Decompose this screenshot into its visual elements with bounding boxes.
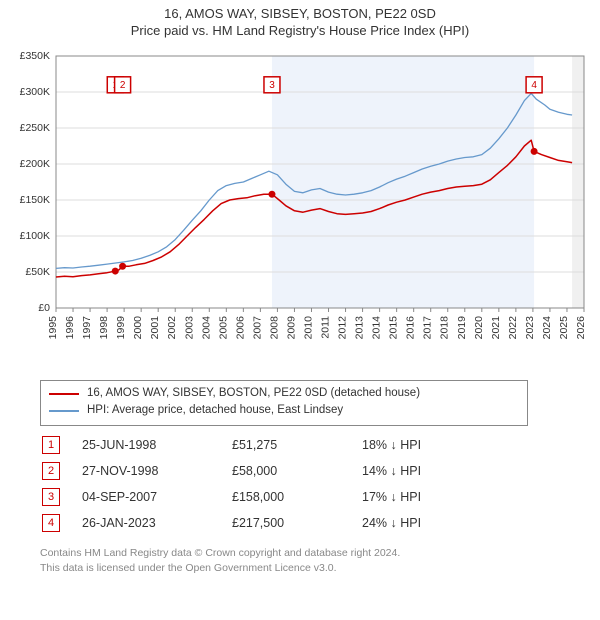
sale-marker-icon: 2 xyxy=(42,462,60,480)
sale-marker-icon: 3 xyxy=(42,488,60,506)
svg-text:2005: 2005 xyxy=(217,316,229,340)
svg-text:£250K: £250K xyxy=(20,122,50,134)
svg-text:2011: 2011 xyxy=(320,316,332,339)
title-address: 16, AMOS WAY, SIBSEY, BOSTON, PE22 0SD xyxy=(0,6,600,21)
svg-text:2021: 2021 xyxy=(490,316,502,340)
svg-text:2012: 2012 xyxy=(337,316,349,340)
legend-label: HPI: Average price, detached house, East… xyxy=(87,402,343,419)
legend-swatch xyxy=(49,393,79,395)
svg-text:2020: 2020 xyxy=(473,316,485,340)
svg-text:2015: 2015 xyxy=(388,316,400,340)
svg-text:2026: 2026 xyxy=(575,316,587,340)
svg-text:2007: 2007 xyxy=(251,316,263,340)
sale-price: £217,500 xyxy=(232,516,362,530)
footer-line: This data is licensed under the Open Gov… xyxy=(40,561,560,576)
svg-text:2001: 2001 xyxy=(149,316,161,340)
sale-delta: 14% ↓ HPI xyxy=(362,464,472,478)
sale-date: 26-JAN-2023 xyxy=(82,516,232,530)
footer-line: Contains HM Land Registry data © Crown c… xyxy=(40,546,560,561)
svg-text:2006: 2006 xyxy=(234,316,246,340)
svg-text:1996: 1996 xyxy=(64,316,76,340)
svg-text:2000: 2000 xyxy=(132,316,144,340)
svg-text:2: 2 xyxy=(120,80,126,91)
legend: 16, AMOS WAY, SIBSEY, BOSTON, PE22 0SD (… xyxy=(40,380,528,426)
title-subtitle: Price paid vs. HM Land Registry's House … xyxy=(0,23,600,38)
svg-text:£150K: £150K xyxy=(20,194,50,206)
svg-text:2017: 2017 xyxy=(422,316,434,340)
legend-swatch xyxy=(49,410,79,412)
svg-text:1998: 1998 xyxy=(98,316,110,340)
sale-delta: 24% ↓ HPI xyxy=(362,516,472,530)
sale-price: £158,000 xyxy=(232,490,362,504)
svg-text:£300K: £300K xyxy=(20,86,50,98)
svg-text:£350K: £350K xyxy=(20,50,50,62)
sale-delta: 18% ↓ HPI xyxy=(362,438,472,452)
svg-text:1997: 1997 xyxy=(81,316,93,340)
svg-text:1999: 1999 xyxy=(115,316,127,340)
attribution-footer: Contains HM Land Registry data © Crown c… xyxy=(40,546,560,575)
legend-item-price-paid: 16, AMOS WAY, SIBSEY, BOSTON, PE22 0SD (… xyxy=(49,385,519,402)
sale-date: 04-SEP-2007 xyxy=(82,490,232,504)
legend-label: 16, AMOS WAY, SIBSEY, BOSTON, PE22 0SD (… xyxy=(87,385,420,402)
sales-table: 1 25-JUN-1998 £51,275 18% ↓ HPI 2 27-NOV… xyxy=(40,432,560,536)
sale-marker-icon: 1 xyxy=(42,436,60,454)
svg-text:2024: 2024 xyxy=(541,316,553,340)
sale-price: £58,000 xyxy=(232,464,362,478)
svg-text:£0: £0 xyxy=(38,302,50,314)
sale-delta: 17% ↓ HPI xyxy=(362,490,472,504)
svg-text:£200K: £200K xyxy=(20,158,50,170)
chart-svg: £0 £50K £100K £150K £200K £250K £300K £350K 1995… xyxy=(8,48,592,358)
svg-text:2008: 2008 xyxy=(268,316,280,340)
table-row: 2 27-NOV-1998 £58,000 14% ↓ HPI xyxy=(40,458,560,484)
svg-text:4: 4 xyxy=(531,80,537,91)
svg-text:2022: 2022 xyxy=(507,316,519,340)
table-row: 3 04-SEP-2007 £158,000 17% ↓ HPI xyxy=(40,484,560,510)
svg-text:2016: 2016 xyxy=(405,316,417,340)
svg-text:2002: 2002 xyxy=(166,316,178,340)
svg-text:£50K: £50K xyxy=(25,266,50,278)
svg-text:2004: 2004 xyxy=(200,316,212,340)
sale-date: 27-NOV-1998 xyxy=(82,464,232,478)
svg-text:2014: 2014 xyxy=(371,316,383,340)
sale-marker-icon: 4 xyxy=(42,514,60,532)
sale-date: 25-JUN-1998 xyxy=(82,438,232,452)
table-row: 4 26-JAN-2023 £217,500 24% ↓ HPI xyxy=(40,510,560,536)
svg-text:2019: 2019 xyxy=(456,316,468,340)
table-row: 1 25-JUN-1998 £51,275 18% ↓ HPI xyxy=(40,432,560,458)
svg-text:3: 3 xyxy=(269,80,275,91)
svg-text:2003: 2003 xyxy=(183,316,195,340)
svg-text:2013: 2013 xyxy=(354,316,366,340)
sale-price: £51,275 xyxy=(232,438,362,452)
svg-text:2025: 2025 xyxy=(558,316,570,340)
svg-text:2009: 2009 xyxy=(285,316,297,340)
svg-text:2010: 2010 xyxy=(302,316,314,340)
svg-text:2018: 2018 xyxy=(439,316,451,340)
legend-item-hpi: HPI: Average price, detached house, East… xyxy=(49,402,519,419)
svg-text:2023: 2023 xyxy=(524,316,536,340)
price-chart: £0 £50K £100K £150K £200K £250K £300K £350K 1995… xyxy=(8,48,592,358)
svg-text:£100K: £100K xyxy=(20,230,50,242)
svg-text:1995: 1995 xyxy=(47,316,59,340)
